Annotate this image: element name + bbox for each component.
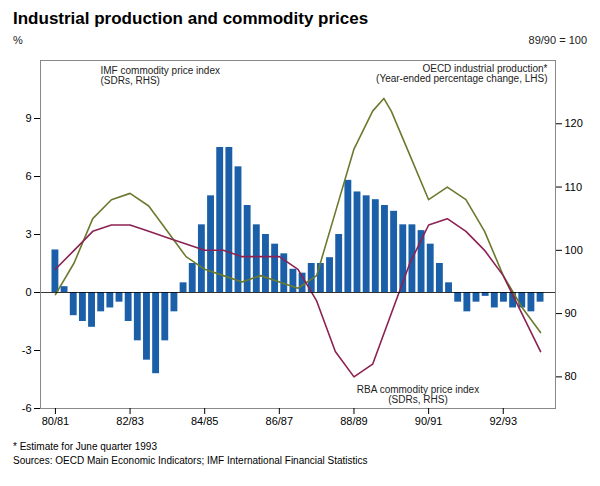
svg-text:OECD industrial production*(Ye: OECD industrial production*(Year-ended p…: [376, 63, 548, 84]
svg-text:-6: -6: [22, 402, 32, 414]
svg-text:0: 0: [25, 286, 31, 298]
html-text:Sources: OECD Main Economic In: Sources: OECD Main Economic Indicators; …: [13, 455, 368, 466]
svg-text:120: 120: [565, 117, 583, 129]
svg-text:9: 9: [25, 112, 31, 124]
svg-text:80/81: 80/81: [42, 415, 70, 427]
svg-text:110: 110: [565, 181, 583, 193]
svg-text:90: 90: [565, 307, 577, 319]
html-text:* Estimate for June quarter 19: * Estimate for June quarter 1993: [13, 441, 157, 452]
svg-text:RBA commodity price index(SDRs: RBA commodity price index(SDRs, RHS): [357, 384, 479, 405]
svg-text:88/89: 88/89: [340, 415, 368, 427]
svg-text:82/83: 82/83: [116, 415, 144, 427]
svg-text:80: 80: [565, 370, 577, 382]
svg-text:84/85: 84/85: [191, 415, 219, 427]
html-text:89/90 = 100: 89/90 = 100: [528, 34, 587, 46]
svg-text:90/91: 90/91: [415, 415, 443, 427]
svg-text:92/93: 92/93: [489, 415, 517, 427]
svg-text:3: 3: [25, 228, 31, 240]
svg-text:-3: -3: [22, 344, 32, 356]
svg-text:6: 6: [25, 170, 31, 182]
svg-text:IMF commodity price index(SDRs: IMF commodity price index(SDRs, RHS): [101, 65, 220, 86]
html-text:Industrial production and comm: Industrial production and commodity pric…: [13, 9, 369, 28]
svg-text:100: 100: [565, 244, 583, 256]
svg-text:86/87: 86/87: [266, 415, 294, 427]
